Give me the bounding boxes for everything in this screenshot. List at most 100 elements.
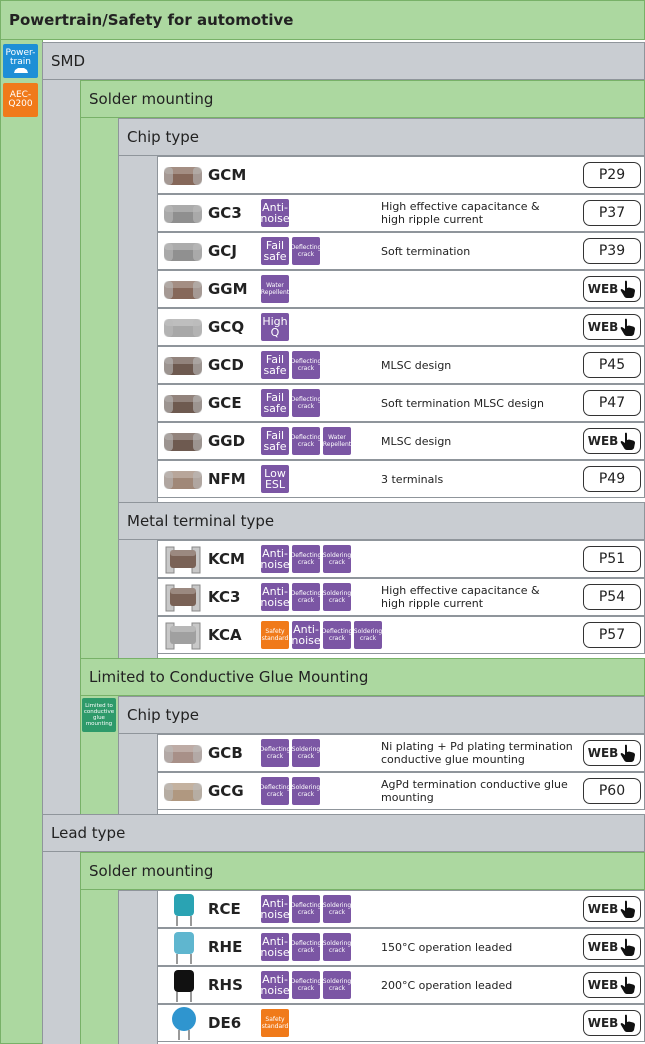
product-name: GGM — [208, 280, 248, 298]
hand-icon[interactable] — [620, 900, 636, 918]
page-label[interactable]: P49 — [598, 471, 626, 487]
page-label[interactable]: WEB — [587, 434, 619, 448]
page-link[interactable]: WEB — [583, 428, 641, 454]
page-label[interactable]: P39 — [598, 243, 626, 259]
product-name: GCG — [208, 782, 244, 800]
title-band: Powertrain/Safety for automotive — [0, 0, 645, 40]
feature-badge: Deflecting crack — [291, 237, 321, 265]
feature-badge: Fail safe — [261, 427, 289, 455]
product-name: KCM — [208, 550, 245, 568]
product-image — [172, 1007, 196, 1040]
feature-badge: Soldering crack — [323, 971, 351, 999]
feature-badge: Deflecting crack — [291, 583, 321, 611]
product-image — [164, 395, 202, 413]
page-label[interactable]: P37 — [598, 205, 626, 221]
product-name: KCA — [208, 626, 242, 644]
feature-badge: Soldering crack — [323, 583, 351, 611]
page-label[interactable]: WEB — [587, 902, 619, 916]
product-name: GCM — [208, 166, 247, 184]
product-image — [164, 357, 202, 375]
page-link[interactable]: P51 — [583, 546, 641, 572]
level-strip — [42, 42, 81, 850]
page-link[interactable]: P37 — [583, 200, 641, 226]
page-label[interactable]: WEB — [587, 978, 619, 992]
feature-badge: Fail safe — [261, 237, 289, 265]
page-label[interactable]: P57 — [598, 627, 626, 643]
hand-icon[interactable] — [620, 976, 636, 994]
page-link[interactable]: P54 — [583, 584, 641, 610]
page-label[interactable]: WEB — [587, 746, 619, 760]
page-label[interactable]: P29 — [598, 167, 626, 183]
product-image — [165, 622, 201, 650]
product-image — [174, 970, 194, 1002]
page-label[interactable]: P51 — [598, 551, 626, 567]
product-row: GCJ Fail safe Deflecting crack Soft termina… — [157, 232, 645, 270]
page-label[interactable]: WEB — [587, 320, 619, 334]
product-image — [164, 745, 202, 763]
feature-badge: Deflecting crack — [260, 777, 290, 805]
hand-icon[interactable] — [620, 280, 636, 298]
page-link[interactable]: P29 — [583, 162, 641, 188]
product-row: RHE Anti- noise Deflecting crack Soldering … — [157, 928, 645, 966]
product-name: DE6 — [208, 1014, 242, 1032]
feature-badge: Anti- noise — [260, 933, 290, 961]
page-link[interactable]: WEB — [583, 1010, 641, 1036]
section-header: Chip type — [118, 696, 645, 734]
hand-icon[interactable] — [620, 1014, 636, 1032]
level-strip — [118, 890, 158, 1044]
page-label[interactable]: P47 — [598, 395, 626, 411]
product-row: GCG Deflecting crack Soldering crack AgPd t… — [157, 772, 645, 810]
hand-icon[interactable] — [620, 744, 636, 762]
hand-icon[interactable] — [620, 432, 636, 450]
page-link[interactable]: WEB — [583, 276, 641, 302]
description: MLSC design — [381, 434, 452, 448]
page-link[interactable]: WEB — [583, 314, 641, 340]
product-name: KC3 — [208, 588, 241, 606]
product-row: RHS Anti- noise Deflecting crack Soldering … — [157, 966, 645, 1004]
description: MLSC design — [381, 358, 452, 372]
level-strip — [80, 80, 119, 694]
feature-badge: Deflecting crack — [322, 621, 352, 649]
page-link[interactable]: WEB — [583, 972, 641, 998]
product-row: GGD Fail safe Deflecting crack Water Repell… — [157, 422, 645, 460]
feature-badge: Soldering crack — [323, 545, 351, 573]
product-image — [164, 471, 202, 489]
product-image — [164, 205, 202, 223]
page-label[interactable]: P54 — [598, 589, 626, 605]
feature-badge: Low ESL — [261, 465, 289, 493]
product-row: KCM Anti- noise Deflecting crack Soldering … — [157, 540, 645, 578]
page-link[interactable]: WEB — [583, 740, 641, 766]
page-link[interactable]: P39 — [583, 238, 641, 264]
product-name: GC3 — [208, 204, 242, 222]
page-label[interactable]: P60 — [598, 783, 626, 799]
description: High effective capacitance & high ripple… — [381, 200, 540, 226]
product-name: RCE — [208, 900, 241, 918]
page-link[interactable]: P60 — [583, 778, 641, 804]
page-link[interactable]: P57 — [583, 622, 641, 648]
car-icon — [13, 67, 28, 73]
page-label[interactable]: WEB — [587, 282, 619, 296]
product-row: GCQ High Q WEB — [157, 308, 645, 346]
page-label[interactable]: P45 — [598, 357, 626, 373]
page-link[interactable]: WEB — [583, 934, 641, 960]
page-link[interactable]: WEB — [583, 896, 641, 922]
product-image — [164, 319, 202, 337]
side-badge: AEC- Q200 — [3, 83, 38, 117]
page-label[interactable]: WEB — [587, 940, 619, 954]
description: Soft termination MLSC design — [381, 396, 544, 410]
side-badge-text: AEC- Q200 — [8, 90, 33, 109]
section-header: Solder mounting — [80, 80, 645, 118]
section-header: Metal terminal type — [118, 502, 645, 540]
product-name: GCE — [208, 394, 242, 412]
feature-badge: Soldering crack — [354, 621, 382, 649]
page-label[interactable]: WEB — [587, 1016, 619, 1030]
page-link[interactable]: P47 — [583, 390, 641, 416]
product-row: DE6 Safety standard WEB — [157, 1004, 645, 1042]
page-link[interactable]: P49 — [583, 466, 641, 492]
section-header: Solder mounting — [80, 852, 645, 890]
feature-badge: Deflecting crack — [291, 427, 321, 455]
product-name: NFM — [208, 470, 246, 488]
hand-icon[interactable] — [620, 318, 636, 336]
page-link[interactable]: P45 — [583, 352, 641, 378]
hand-icon[interactable] — [620, 938, 636, 956]
